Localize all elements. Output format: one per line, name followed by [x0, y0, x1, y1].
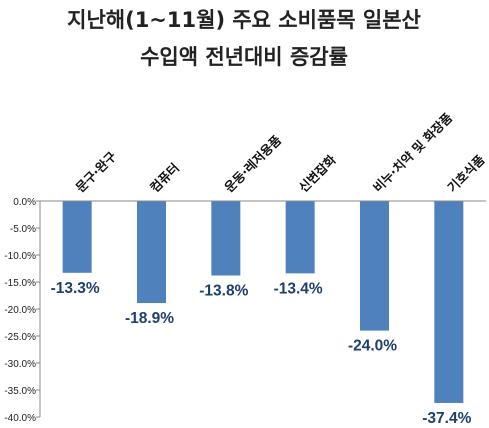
data-label: -37.4%	[422, 410, 471, 427]
chart-title-line-2: 수입액 전년대비 증감률	[140, 45, 348, 69]
bar-1	[62, 201, 92, 273]
x-tick-label: 컴퓨터	[147, 160, 182, 195]
plot-area: 0.0% -5.0% -10.0% -15.0% -20.0% -25.0% -30.0% -…	[4, 110, 488, 427]
x-tick-label: 문구·완구	[73, 148, 120, 195]
y-tick-label: -40.0%	[4, 413, 36, 424]
y-tick-label: -30.0%	[4, 359, 36, 370]
x-tick-label: 비누·치약 및 화장품	[370, 110, 456, 196]
data-label: -24.0%	[348, 338, 397, 355]
y-tick-label: -20.0%	[4, 305, 36, 316]
data-label: -13.8%	[199, 283, 248, 300]
bar-4	[285, 201, 315, 274]
x-tick-label: 신변잡화	[296, 152, 339, 195]
y-tick-label: 0.0%	[13, 197, 36, 208]
y-tick-label: -25.0%	[4, 332, 36, 343]
bar-3	[211, 201, 241, 276]
bar-6	[434, 201, 464, 403]
y-tick-label: -10.0%	[4, 251, 36, 262]
bar-2	[137, 201, 166, 304]
y-tick-label: -35.0%	[4, 386, 36, 397]
data-label: -18.9%	[125, 310, 174, 327]
data-label: -13.4%	[274, 280, 323, 297]
y-tick-label: -15.0%	[4, 278, 36, 289]
x-tick-label: 기호식품	[444, 152, 487, 195]
data-label: -13.3%	[51, 280, 100, 297]
bar-5	[360, 201, 389, 331]
y-tick-label: -5.0%	[10, 224, 36, 235]
x-tick-label: 운동·레저용품	[221, 132, 284, 195]
chart-title-line-1: 지난해(1~11월) 주요 소비품목 일본산	[67, 8, 421, 32]
